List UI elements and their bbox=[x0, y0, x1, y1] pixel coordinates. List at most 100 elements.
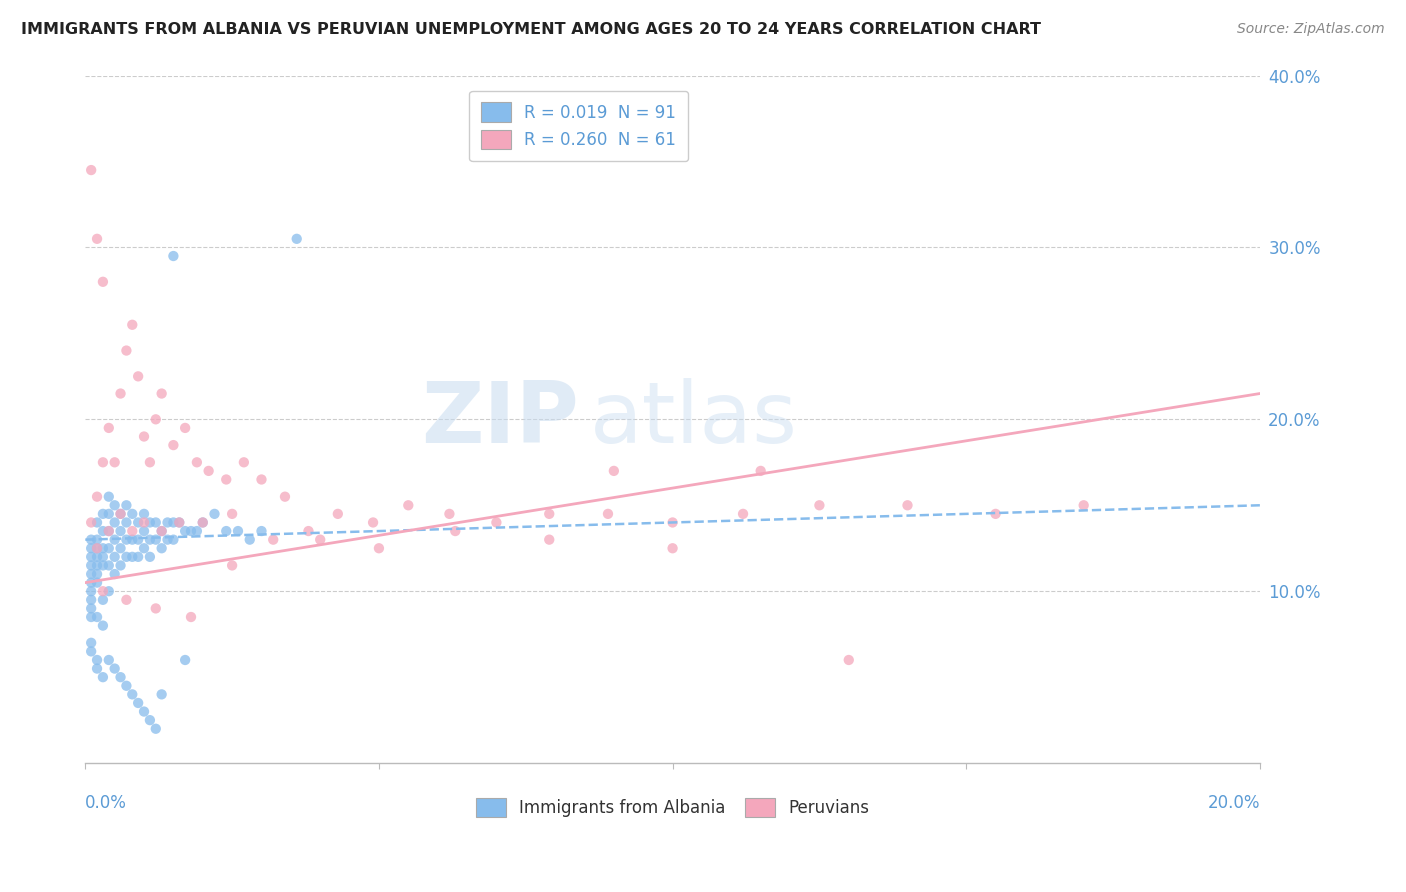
Point bbox=[191, 516, 214, 530]
Point bbox=[361, 516, 384, 530]
Point bbox=[538, 507, 561, 521]
Point bbox=[439, 507, 461, 521]
Point bbox=[150, 386, 173, 401]
Point bbox=[86, 575, 108, 590]
Point bbox=[215, 473, 238, 487]
Point bbox=[150, 524, 173, 538]
Point bbox=[80, 601, 103, 615]
Point bbox=[444, 524, 467, 538]
Point bbox=[110, 524, 132, 538]
Text: 0.0%: 0.0% bbox=[86, 794, 127, 812]
Point bbox=[91, 507, 114, 521]
Point bbox=[139, 455, 162, 469]
Point bbox=[661, 541, 683, 556]
Point bbox=[110, 507, 132, 521]
Point bbox=[97, 490, 120, 504]
Point bbox=[121, 507, 143, 521]
Point bbox=[91, 592, 114, 607]
Point bbox=[80, 644, 103, 658]
Point bbox=[285, 232, 308, 246]
Point bbox=[121, 533, 143, 547]
Point bbox=[80, 575, 103, 590]
Point bbox=[91, 618, 114, 632]
Point bbox=[97, 541, 120, 556]
Point bbox=[250, 473, 273, 487]
Point bbox=[485, 516, 508, 530]
Point bbox=[132, 429, 155, 443]
Point bbox=[115, 533, 138, 547]
Point bbox=[127, 696, 149, 710]
Point bbox=[91, 670, 114, 684]
Point bbox=[156, 516, 179, 530]
Point bbox=[132, 705, 155, 719]
Point bbox=[180, 524, 202, 538]
Point bbox=[984, 507, 1007, 521]
Point bbox=[97, 558, 120, 573]
Point bbox=[132, 541, 155, 556]
Point bbox=[596, 507, 619, 521]
Point bbox=[91, 541, 114, 556]
Point bbox=[838, 653, 860, 667]
Point bbox=[110, 558, 132, 573]
Point bbox=[121, 687, 143, 701]
Point bbox=[197, 464, 219, 478]
Point bbox=[80, 610, 103, 624]
Text: 20.0%: 20.0% bbox=[1208, 794, 1260, 812]
Point bbox=[162, 438, 184, 452]
Point bbox=[86, 533, 108, 547]
Point bbox=[603, 464, 626, 478]
Point bbox=[104, 567, 127, 582]
Point bbox=[97, 524, 120, 538]
Point bbox=[145, 722, 167, 736]
Point bbox=[104, 533, 127, 547]
Point bbox=[97, 584, 120, 599]
Point bbox=[145, 601, 167, 615]
Point bbox=[91, 275, 114, 289]
Point bbox=[221, 507, 243, 521]
Point bbox=[1073, 498, 1095, 512]
Point bbox=[132, 524, 155, 538]
Point bbox=[204, 507, 226, 521]
Point bbox=[139, 713, 162, 727]
Point bbox=[86, 610, 108, 624]
Legend: Immigrants from Albania, Peruvians: Immigrants from Albania, Peruvians bbox=[468, 791, 876, 823]
Point bbox=[150, 541, 173, 556]
Point bbox=[121, 318, 143, 332]
Text: Source: ZipAtlas.com: Source: ZipAtlas.com bbox=[1237, 22, 1385, 37]
Point bbox=[86, 558, 108, 573]
Point bbox=[104, 455, 127, 469]
Point bbox=[97, 524, 120, 538]
Point bbox=[115, 679, 138, 693]
Point bbox=[239, 533, 262, 547]
Point bbox=[145, 533, 167, 547]
Point bbox=[174, 524, 197, 538]
Point bbox=[80, 541, 103, 556]
Point bbox=[127, 549, 149, 564]
Point bbox=[896, 498, 918, 512]
Point bbox=[91, 549, 114, 564]
Point bbox=[808, 498, 831, 512]
Point bbox=[104, 549, 127, 564]
Point bbox=[127, 516, 149, 530]
Point bbox=[110, 386, 132, 401]
Point bbox=[97, 421, 120, 435]
Point bbox=[174, 653, 197, 667]
Point bbox=[104, 662, 127, 676]
Point bbox=[169, 516, 191, 530]
Text: atlas: atlas bbox=[591, 378, 799, 461]
Point bbox=[104, 516, 127, 530]
Point bbox=[91, 558, 114, 573]
Point bbox=[80, 567, 103, 582]
Point bbox=[127, 369, 149, 384]
Point bbox=[156, 533, 179, 547]
Point bbox=[145, 412, 167, 426]
Point bbox=[186, 455, 208, 469]
Point bbox=[132, 516, 155, 530]
Point bbox=[731, 507, 754, 521]
Point bbox=[115, 498, 138, 512]
Point bbox=[91, 455, 114, 469]
Point bbox=[191, 516, 214, 530]
Point bbox=[80, 533, 103, 547]
Point bbox=[232, 455, 254, 469]
Point bbox=[80, 636, 103, 650]
